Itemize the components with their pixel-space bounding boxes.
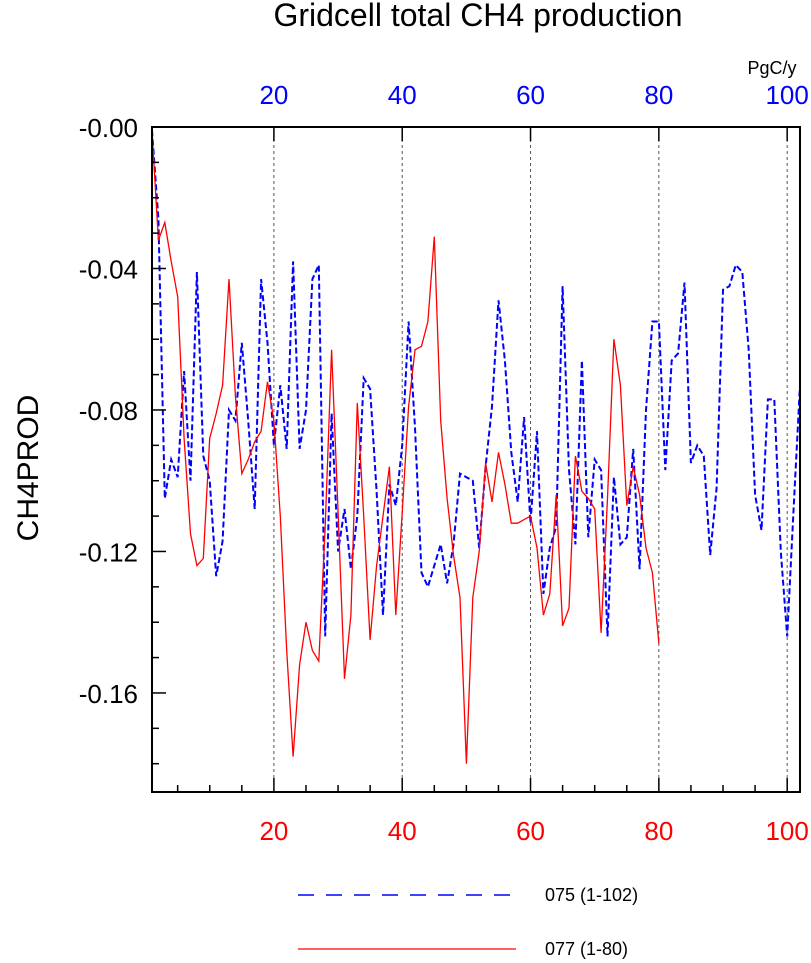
x-top-tick-label: 20 (259, 80, 288, 110)
x-top-tick-label: 60 (516, 80, 545, 110)
x-bottom-tick-label: 60 (516, 816, 545, 846)
x-top-tick-label: 100 (765, 80, 808, 110)
series-line-1 (151, 130, 660, 764)
series-line-0 (151, 130, 801, 637)
y-tick-label: -0.00 (79, 113, 138, 143)
chart-title: Gridcell total CH4 production (273, 0, 682, 33)
y-tick-label: -0.12 (79, 537, 138, 567)
y-tick-label: -0.04 (79, 254, 138, 284)
series-layer (151, 130, 801, 764)
y-axis-label: CH4PROD (12, 395, 45, 542)
x-top-tick-label: 80 (644, 80, 673, 110)
x-top-tick-label: 40 (388, 80, 417, 110)
axis-ticks (152, 126, 788, 792)
x-bottom-tick-label: 40 (388, 816, 417, 846)
plot-frame (151, 126, 801, 793)
legend-label-0: 075 (1-102) (545, 885, 638, 905)
units-label: PgC/y (747, 58, 796, 78)
grid-lines (273, 127, 788, 792)
legend: 075 (1-102) 077 (1-80) (298, 885, 638, 959)
x-bottom-tick-label: 80 (644, 816, 673, 846)
x-bottom-tick-label: 100 (765, 816, 808, 846)
legend-label-1: 077 (1-80) (545, 939, 628, 959)
y-tick-label: -0.08 (79, 396, 138, 426)
x-bottom-tick-label: 20 (259, 816, 288, 846)
y-tick-label: -0.16 (79, 679, 138, 709)
tick-labels: -0.00 -0.04 -0.08 -0.12 -0.16 20 40 60 80 100 20 40… (79, 80, 809, 846)
